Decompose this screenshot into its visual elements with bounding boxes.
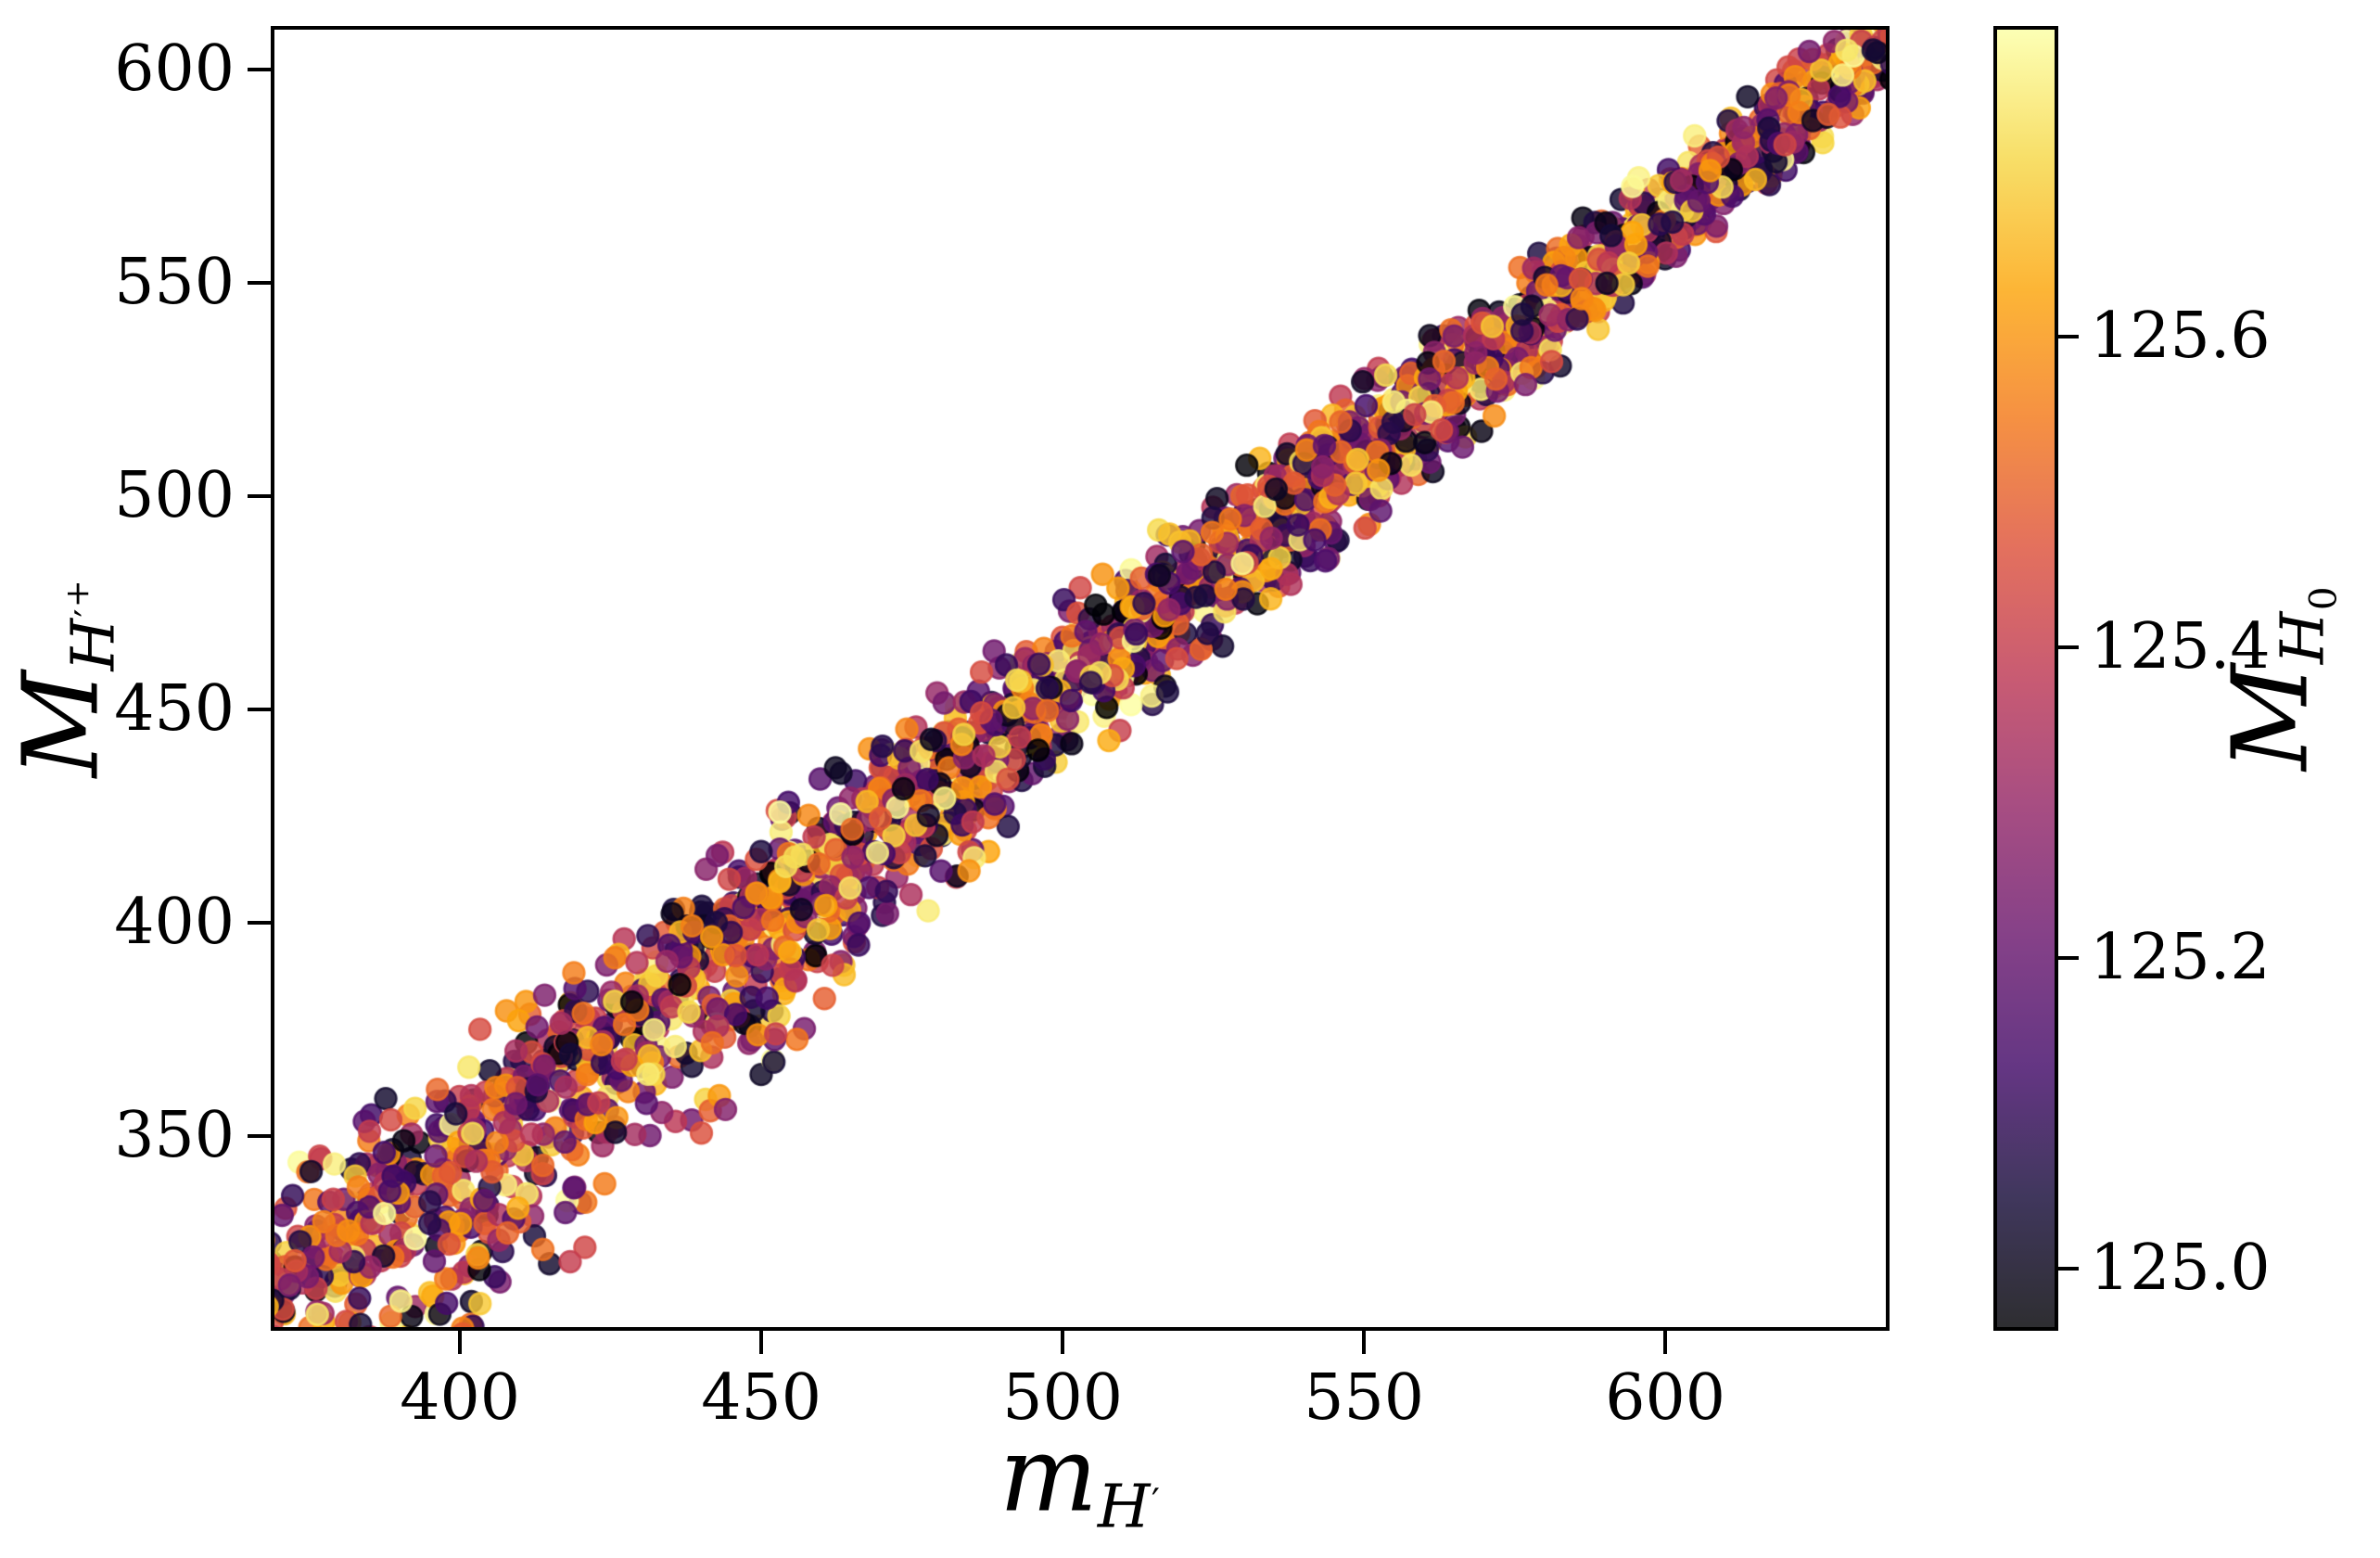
y-tick-label: 450 <box>114 671 235 746</box>
y-tick-mark <box>248 1134 271 1138</box>
y-tick-label: 400 <box>114 885 235 959</box>
colorbar <box>1993 26 2058 1331</box>
y-tick-label: 550 <box>114 245 235 319</box>
x-tick-label: 500 <box>1002 1361 1124 1435</box>
y-label-subscript: H′+ <box>58 578 129 671</box>
y-tick-label: 350 <box>114 1098 235 1172</box>
x-tick-mark <box>458 1331 462 1354</box>
x-tick-mark <box>759 1331 763 1354</box>
x-tick-mark <box>1061 1331 1064 1354</box>
colorbar-label: MH0 <box>2210 585 2375 771</box>
colorbar-tick-label: 125.0 <box>2090 1232 2271 1305</box>
cbar-label-base: M <box>2210 664 2332 771</box>
y-tick-mark <box>248 921 271 925</box>
y-tick-label: 500 <box>114 458 235 532</box>
x-axis-label: mH′ <box>999 1423 1162 1558</box>
x-tick-label: 550 <box>1304 1361 1425 1435</box>
x-tick-mark <box>1663 1331 1667 1354</box>
colorbar-tick-label: 125.2 <box>2090 921 2271 994</box>
cbar-label-subscript: H0 <box>2268 585 2346 665</box>
x-label-prime: ′ <box>1151 1481 1162 1525</box>
y-tick-label: 600 <box>114 32 235 106</box>
x-tick-label: 600 <box>1605 1361 1726 1435</box>
y-tick-mark <box>248 68 271 71</box>
colorbar-tick-mark <box>2058 956 2079 960</box>
colorbar-tick-mark <box>2058 335 2079 338</box>
cbar-label-subsub: 0 <box>2302 585 2346 611</box>
y-label-plus: + <box>58 578 97 608</box>
y-tick-mark <box>248 494 271 498</box>
y-tick-mark <box>248 281 271 285</box>
y-axis-label: MH′+ <box>1 578 146 777</box>
x-tick-mark <box>1362 1331 1366 1354</box>
y-tick-mark <box>248 708 271 711</box>
x-label-base: m <box>999 1414 1098 1536</box>
colorbar-tick-label: 125.4 <box>2090 610 2271 683</box>
x-label-subscript: H′ <box>1097 1472 1162 1542</box>
y-label-base: M <box>1 670 122 778</box>
colorbar-tick-mark <box>2058 645 2079 649</box>
scatter-points-canvas <box>271 26 1890 1331</box>
x-tick-label: 400 <box>400 1361 520 1435</box>
colorbar-tick-mark <box>2058 1267 2079 1271</box>
colorbar-tick-label: 125.6 <box>2090 300 2271 373</box>
x-tick-label: 450 <box>701 1361 822 1435</box>
y-label-prime: ′ <box>68 607 111 618</box>
